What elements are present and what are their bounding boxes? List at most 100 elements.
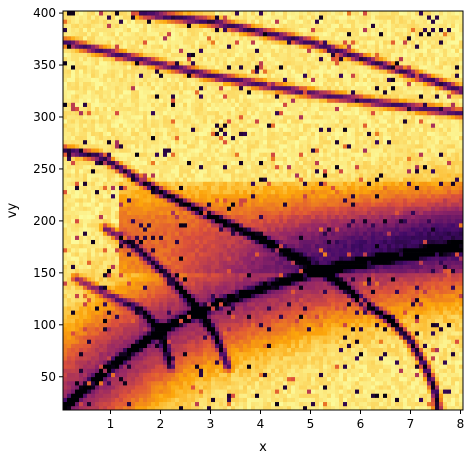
heatmap-cell [231,260,236,265]
heatmap-cell [91,218,96,224]
heatmap-cell [283,260,288,265]
heatmap-cell [327,264,332,270]
heatmap-cell [191,210,196,216]
heatmap-cell [251,360,256,365]
heatmap-cell [387,256,392,261]
heatmap-cell [287,385,292,390]
heatmap-cell [87,260,92,265]
heatmap-cell [151,385,156,390]
heatmap-cell [279,389,284,394]
heatmap-cell [247,360,252,365]
heatmap-cell [275,351,280,357]
heatmap-cell [271,306,276,311]
heatmap-cell [207,214,212,220]
heatmap-cell [75,227,80,232]
heatmap-cell [147,293,152,299]
heatmap-cell [303,331,308,336]
heatmap-cell [87,268,92,274]
heatmap-cell [107,385,112,390]
heatmap-cell [239,252,244,257]
heatmap-cell [79,210,84,216]
heatmap-cell [211,380,216,386]
heatmap-cell [363,227,368,232]
heatmap-cell [315,376,320,382]
heatmap-cell [295,281,300,286]
heatmap-cell [271,314,276,319]
heatmap-cell [179,306,184,311]
heatmap-cell [371,218,376,224]
heatmap-cell [195,368,200,373]
heatmap-cell [203,289,208,294]
heatmap-cell [311,380,316,386]
heatmap-cell [263,318,268,324]
heatmap-cell [367,401,372,407]
heatmap-cell [363,318,368,324]
heatmap-cell [419,239,424,245]
heatmap-cell [163,243,168,249]
heatmap-cell [195,264,200,270]
heatmap-cell [247,355,252,361]
heatmap-cell [347,222,352,228]
heatmap-cell [347,260,352,265]
heatmap-cell [155,331,160,336]
heatmap-cell [111,351,116,357]
heatmap-cell [187,268,192,274]
heatmap-cell [207,293,212,299]
heatmap-cell [199,277,204,282]
heatmap-cell [331,389,336,394]
heatmap-cell [91,331,96,336]
heatmap-cell [439,331,444,336]
heatmap-cell [123,210,128,216]
heatmap-cell [451,202,456,207]
heatmap-cell [119,364,124,369]
heatmap-cell [107,343,112,349]
heatmap-cell [387,222,392,228]
heatmap-cell [127,397,132,403]
heatmap-cell [215,393,220,398]
heatmap-cell [247,231,252,236]
heatmap-cell [363,231,368,236]
heatmap-cell [415,318,420,324]
heatmap-cell [115,314,120,319]
heatmap-cell [303,260,308,265]
heatmap-cell [83,380,88,386]
heatmap-cell [383,272,388,278]
heatmap-cell [243,231,248,236]
heatmap-cell [423,281,428,286]
heatmap-cell [287,397,292,403]
heatmap-cell [183,376,188,382]
heatmap-cell [287,331,292,336]
heatmap-cell [207,385,212,390]
heatmap-cell [191,335,196,340]
heatmap-cell [207,202,212,207]
heatmap-cell [191,372,196,378]
heatmap-cell [275,393,280,398]
heatmap-cell [239,372,244,378]
heatmap-cell [403,285,408,290]
heatmap-cell [139,372,144,378]
heatmap-cell [279,372,284,378]
heatmap-cell [103,364,108,369]
heatmap-cell [387,272,392,278]
heatmap-cell [391,397,396,403]
heatmap-cell [423,343,428,349]
heatmap-cell [191,389,196,394]
heatmap-cell [323,326,328,332]
heatmap-cell [199,360,204,365]
heatmap-cell [187,277,192,282]
heatmap-cell [407,239,412,245]
heatmap-cell [351,322,356,328]
heatmap-cell [307,318,312,324]
heatmap-cell [111,264,116,270]
heatmap-cell [375,355,380,361]
heatmap-cell [423,339,428,344]
heatmap-cell [407,331,412,336]
heatmap-cell [87,355,92,361]
heatmap-cell [207,297,212,303]
heatmap-cell [111,218,116,224]
heatmap-cell [103,301,108,307]
heatmap-cell [199,310,204,315]
heatmap-cell [215,272,220,278]
heatmap-cell [99,389,104,394]
heatmap-cell [451,301,456,307]
